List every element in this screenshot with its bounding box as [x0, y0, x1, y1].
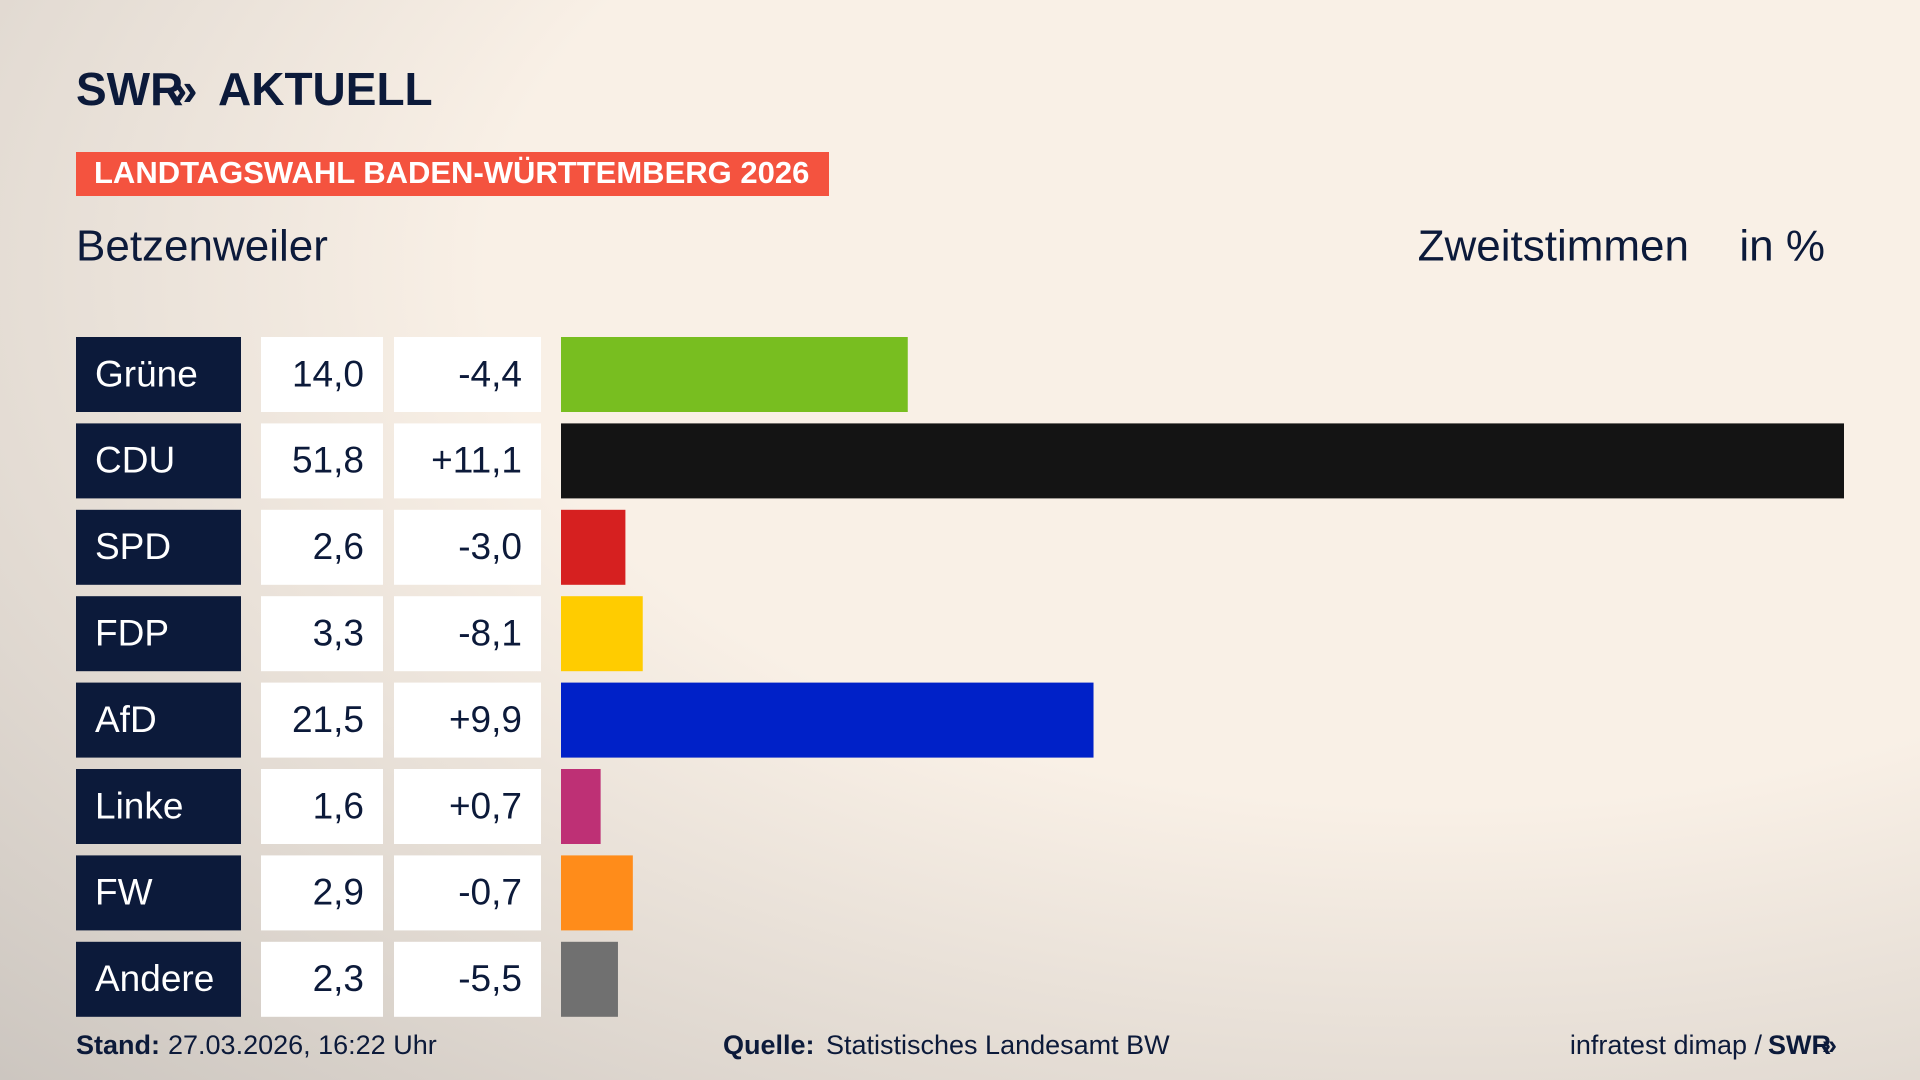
- brand: SWR: [76, 63, 183, 115]
- change-box: [394, 682, 541, 758]
- unit: in %: [1739, 222, 1825, 271]
- party-name: Andere: [95, 958, 214, 999]
- party-name: SPD: [95, 526, 171, 567]
- source-label: Quelle:: [723, 1030, 815, 1060]
- credit-brand: SWR: [1768, 1030, 1831, 1060]
- party-name: FDP: [95, 612, 169, 653]
- change-label: +9,9: [449, 699, 522, 740]
- stand-label: Stand:: [76, 1030, 160, 1060]
- value-label: 2,9: [313, 872, 364, 913]
- value-box: [261, 682, 383, 758]
- bar: [561, 941, 618, 1017]
- party-name: Linke: [95, 785, 183, 826]
- measure: Zweitstimmen: [1418, 222, 1689, 271]
- change-label: -0,7: [458, 872, 522, 913]
- value-label: 2,6: [313, 526, 364, 567]
- value-box: [261, 337, 383, 412]
- party-box: [76, 337, 241, 412]
- party-name: Grüne: [95, 353, 198, 394]
- value-box: [261, 769, 383, 844]
- rows: Grüne 14,0 -4,4 CDU 51,8 +11,1 SPD 2,6 -3,0 FDP 3,…: [76, 337, 1844, 1017]
- brand-arrows: »: [172, 63, 198, 115]
- party-box: [76, 596, 241, 672]
- change-box: [394, 941, 541, 1017]
- party-box: [76, 682, 241, 758]
- change-label: -5,5: [458, 958, 522, 999]
- change-label: -8,1: [458, 612, 522, 653]
- value-box: [261, 855, 383, 931]
- change-label: -3,0: [458, 526, 522, 567]
- change-box: [394, 423, 541, 499]
- bar: [561, 682, 1094, 758]
- stand: 27.03.2026, 16:22 Uhr: [168, 1030, 437, 1060]
- bar: [561, 337, 908, 412]
- value-label: 51,8: [292, 440, 364, 481]
- bar: [561, 423, 1844, 499]
- change-box: [394, 337, 541, 412]
- brand-sub: AKTUELL: [218, 63, 433, 115]
- change-box: [394, 855, 541, 931]
- source: Statistisches Landesamt BW: [826, 1030, 1170, 1060]
- party-name: FW: [95, 872, 153, 913]
- party-name: CDU: [95, 440, 175, 481]
- credit-arrows: »: [1822, 1030, 1837, 1060]
- party-box: [76, 509, 241, 585]
- change-label: -4,4: [458, 353, 522, 394]
- value-box: [261, 423, 383, 499]
- party-box: [76, 941, 241, 1017]
- party-box: [76, 855, 241, 931]
- value-label: 1,6: [313, 785, 364, 826]
- value-label: 3,3: [313, 612, 364, 653]
- bar: [561, 855, 633, 931]
- value-label: 2,3: [313, 958, 364, 999]
- credit: infratest dimap /: [1570, 1030, 1763, 1060]
- value-box: [261, 941, 383, 1017]
- change-box: [394, 509, 541, 585]
- change-box: [394, 769, 541, 844]
- value-label: 14,0: [292, 353, 364, 394]
- party-box: [76, 769, 241, 844]
- value-box: [261, 596, 383, 672]
- change-label: +11,1: [431, 440, 522, 481]
- banner: LANDTAGSWAHL BADEN-WÜRTTEMBERG 2026: [94, 155, 809, 190]
- change-label: +0,7: [449, 785, 522, 826]
- value-box: [261, 509, 383, 585]
- change-box: [394, 596, 541, 672]
- banner-box: [76, 152, 829, 196]
- party-box: [76, 423, 241, 499]
- chart-title: Betzenweiler: [76, 222, 328, 271]
- value-label: 21,5: [292, 699, 364, 740]
- bar: [561, 596, 643, 672]
- party-name: AfD: [95, 699, 157, 740]
- bar: [561, 769, 601, 844]
- bar: [561, 509, 626, 585]
